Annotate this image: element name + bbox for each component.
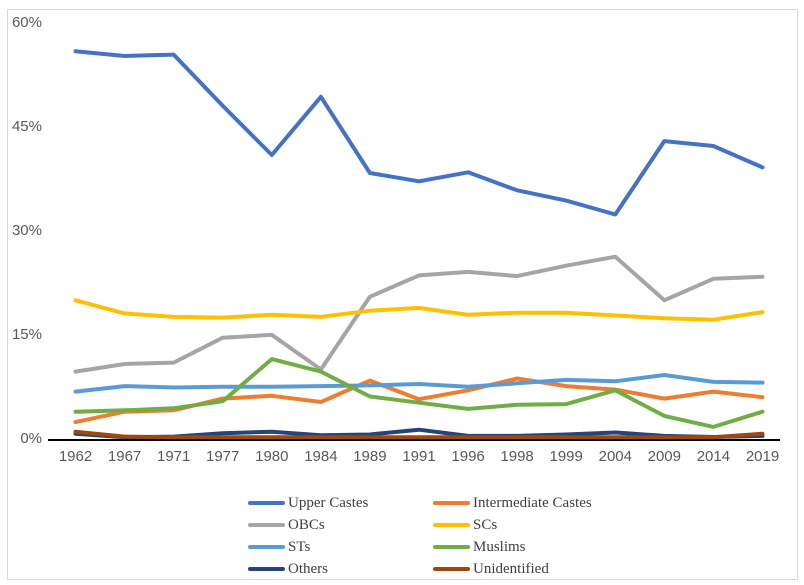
legend-swatch-obcs — [248, 523, 285, 527]
x-tick-label-2019: 2019 — [745, 448, 780, 465]
legend-label: Muslims — [473, 538, 526, 555]
x-tick-label-1998: 1998 — [500, 448, 534, 465]
series-line-obcs — [73, 254, 765, 374]
y-tick-label-45: 45% — [11, 118, 42, 136]
legend-swatch-unidentified — [433, 567, 470, 571]
legend-item-intermediate-castes: Intermediate Castes — [433, 493, 592, 513]
legend-label: Intermediate Castes — [473, 494, 592, 511]
x-tick-label-1962: 1962 — [58, 448, 93, 465]
legend-swatch-muslims — [433, 545, 470, 549]
legend-swatch-others — [248, 567, 285, 571]
x-tick-label-1980: 1980 — [255, 448, 289, 465]
legend-label: Upper Castes — [288, 494, 369, 511]
legend-item-upper-castes: Upper Castes — [248, 493, 368, 513]
series-line-upper-castes — [73, 49, 765, 217]
y-tick-label-60: 60% — [11, 14, 42, 32]
legend-item-scs: SCs — [433, 515, 497, 535]
x-tick-label-1999: 1999 — [549, 448, 583, 465]
legend-swatch-upper-castes — [248, 501, 285, 505]
legend-item-obcs: OBCs — [248, 515, 325, 535]
x-tick-label-2009: 2009 — [647, 448, 681, 465]
legend-label: OBCs — [288, 516, 325, 533]
x-tick-label-1971: 1971 — [157, 448, 191, 465]
x-tick-label-1984: 1984 — [304, 448, 338, 465]
x-tick-label-1989: 1989 — [353, 448, 387, 465]
y-tick-label-30: 30% — [11, 221, 42, 239]
legend-item-others: Others — [248, 559, 328, 579]
legend-item-muslims: Muslims — [433, 537, 526, 557]
legend-swatch-intermediate-castes — [433, 501, 470, 505]
series-line-unidentified — [73, 429, 765, 440]
y-tick-label-15: 15% — [11, 325, 42, 343]
x-tick-label-1991: 1991 — [402, 448, 436, 465]
legend-label: SCs — [473, 516, 498, 533]
legend-item-unidentified: Unidentified — [433, 559, 549, 579]
legend-swatch-sts — [248, 545, 285, 549]
legend-label: STs — [288, 538, 311, 555]
x-tick-label-2014: 2014 — [696, 448, 731, 465]
legend-label: Others — [288, 560, 328, 577]
series-line-sts — [73, 373, 765, 394]
x-tick-label-2004: 2004 — [598, 448, 632, 465]
legend-label: Unidentified — [473, 560, 549, 577]
series-line-muslims — [73, 357, 765, 429]
x-tick-label-1977: 1977 — [206, 448, 240, 465]
x-tick-label-1967: 1967 — [107, 448, 142, 465]
x-tick-label-1996: 1996 — [451, 448, 485, 465]
series-line-scs — [73, 298, 765, 322]
legend-item-sts: STs — [248, 537, 310, 557]
y-tick-label-0: 0% — [20, 429, 42, 447]
legend-swatch-scs — [433, 523, 470, 527]
